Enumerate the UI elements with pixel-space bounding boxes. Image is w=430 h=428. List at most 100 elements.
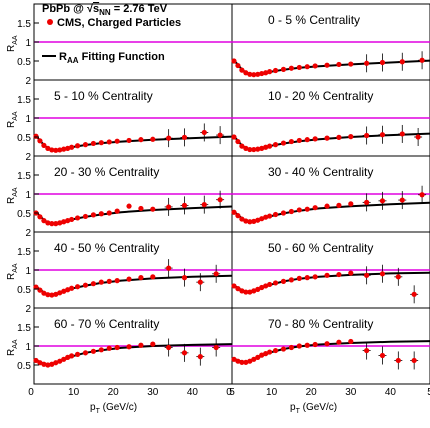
y-tick-label: 1.5 bbox=[17, 171, 31, 182]
data-point bbox=[53, 291, 59, 297]
data-point bbox=[364, 60, 370, 66]
data-point bbox=[98, 347, 104, 353]
data-point bbox=[61, 356, 67, 362]
data-point bbox=[251, 356, 257, 362]
y-tick-label: 1.5 bbox=[17, 323, 31, 334]
panel-label: 10 - 20 % Centrality bbox=[268, 89, 373, 103]
data-point bbox=[239, 216, 245, 222]
data-point bbox=[272, 211, 279, 218]
data-point bbox=[336, 339, 342, 345]
panel-label: 30 - 40 % Centrality bbox=[268, 165, 373, 179]
data-point bbox=[379, 352, 386, 359]
data-point bbox=[259, 284, 265, 291]
data-point bbox=[251, 146, 257, 153]
data-point bbox=[57, 358, 63, 364]
data-point bbox=[33, 284, 39, 290]
data-point bbox=[415, 134, 421, 140]
data-point bbox=[65, 145, 71, 151]
data-point bbox=[251, 72, 257, 78]
data-point bbox=[364, 272, 370, 278]
data-point bbox=[263, 70, 269, 76]
data-point bbox=[247, 289, 253, 295]
x-tick-label: 0 bbox=[28, 387, 34, 398]
data-point bbox=[33, 357, 39, 364]
data-point bbox=[288, 65, 294, 71]
data-point bbox=[201, 202, 207, 208]
data-point bbox=[255, 354, 261, 360]
data-point bbox=[379, 198, 386, 204]
data-point bbox=[126, 203, 132, 209]
data-point bbox=[126, 137, 132, 144]
data-point bbox=[98, 279, 104, 285]
data-point bbox=[304, 137, 310, 143]
data-point bbox=[126, 276, 132, 282]
data-point bbox=[348, 338, 354, 345]
data-point bbox=[272, 67, 279, 74]
data-point bbox=[243, 359, 249, 365]
legend-fit-label: RAA Fitting Function bbox=[59, 51, 165, 65]
data-point bbox=[395, 357, 401, 364]
data-point bbox=[41, 218, 47, 224]
data-point bbox=[37, 360, 43, 366]
data-point bbox=[336, 134, 342, 140]
data-point bbox=[255, 217, 261, 223]
data-point bbox=[213, 344, 219, 351]
data-point bbox=[69, 144, 75, 150]
data-point bbox=[166, 135, 172, 141]
y-tick-label: 1 bbox=[25, 266, 31, 277]
data-point bbox=[181, 275, 188, 281]
data-point bbox=[150, 274, 156, 280]
y-axis-title: RAA bbox=[6, 111, 19, 128]
legend-marker-icon bbox=[47, 19, 53, 25]
data-point bbox=[49, 147, 55, 153]
data-point bbox=[312, 205, 318, 211]
data-point bbox=[235, 62, 241, 69]
data-point bbox=[114, 278, 120, 284]
data-point bbox=[296, 343, 302, 349]
y-tick-label: 1.5 bbox=[17, 19, 31, 30]
legend-data-label: CMS, Charged Particles bbox=[57, 17, 181, 29]
y-tick-label: 2 bbox=[25, 304, 31, 315]
data-point bbox=[98, 211, 104, 217]
data-point bbox=[247, 146, 253, 153]
y-tick-label: 1.5 bbox=[17, 247, 31, 258]
data-point bbox=[231, 134, 237, 140]
x-tick-label: 5 bbox=[427, 387, 430, 398]
x-axis-title-left: pT (GeV/c) bbox=[90, 402, 137, 415]
data-point bbox=[255, 71, 261, 77]
y-tick-label: 2 bbox=[25, 228, 31, 239]
data-point bbox=[399, 131, 405, 137]
data-point bbox=[69, 353, 75, 359]
data-point bbox=[263, 283, 269, 289]
data-point bbox=[37, 138, 43, 144]
data-point bbox=[251, 288, 257, 294]
data-point bbox=[364, 199, 370, 205]
data-point bbox=[312, 136, 318, 142]
data-point bbox=[106, 210, 112, 216]
fit-curve bbox=[233, 340, 430, 364]
data-point bbox=[336, 271, 342, 278]
data-point bbox=[181, 134, 188, 140]
data-point bbox=[150, 341, 156, 347]
data-point bbox=[251, 218, 257, 224]
data-point bbox=[166, 344, 172, 351]
data-point bbox=[74, 215, 81, 221]
data-point bbox=[263, 214, 269, 220]
x-tick-label: 40 bbox=[385, 387, 397, 398]
data-point bbox=[82, 282, 89, 288]
data-point bbox=[61, 219, 67, 225]
data-point bbox=[114, 344, 120, 351]
y-tick-label: 1 bbox=[25, 342, 31, 353]
data-point bbox=[239, 67, 245, 73]
x-tick-label: 30 bbox=[147, 387, 159, 398]
y-axis-title: RAA bbox=[6, 35, 19, 52]
data-point bbox=[57, 147, 63, 153]
data-point bbox=[243, 145, 249, 151]
data-point bbox=[138, 275, 144, 281]
data-point bbox=[126, 344, 132, 350]
data-point bbox=[336, 61, 342, 68]
data-point bbox=[395, 274, 401, 280]
data-point bbox=[45, 292, 51, 298]
data-point bbox=[243, 218, 249, 224]
